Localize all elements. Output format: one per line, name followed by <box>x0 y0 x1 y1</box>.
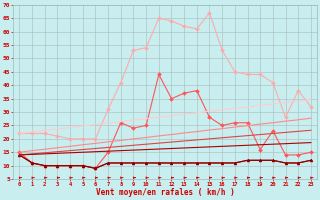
X-axis label: Vent moyen/en rafales ( km/h ): Vent moyen/en rafales ( km/h ) <box>96 188 235 197</box>
